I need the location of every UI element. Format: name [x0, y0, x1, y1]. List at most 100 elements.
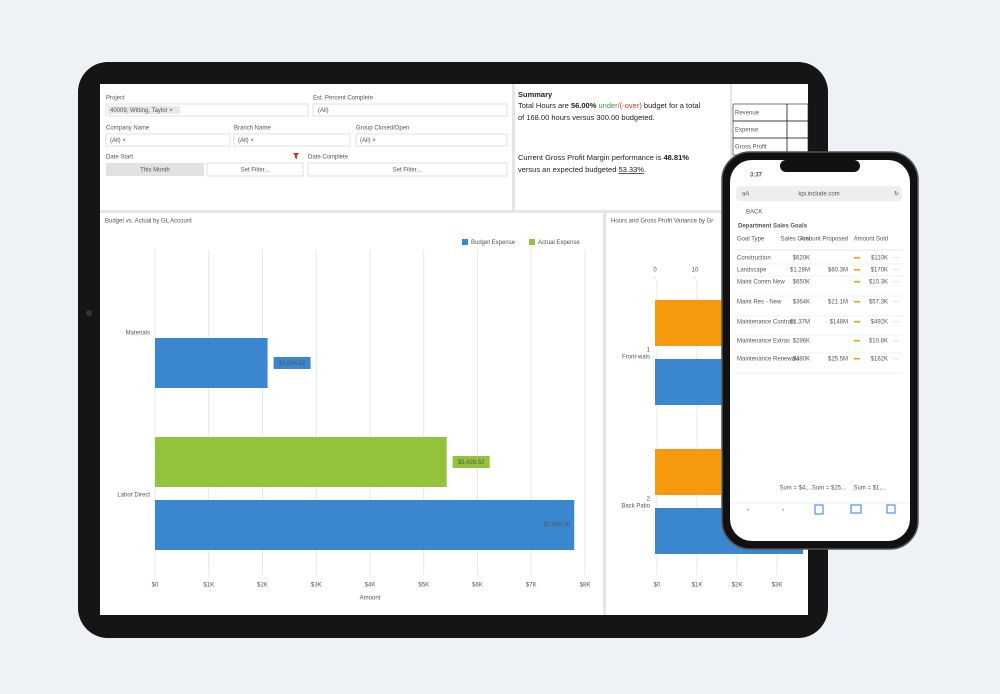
summary: Summary Total Hours are 56.00% under/(-o…	[518, 90, 701, 174]
row-menu: ···	[893, 320, 899, 326]
button-text: Set Filter...	[241, 168, 270, 174]
summary-line: Total Hours are 56.00% under/(-over) bud…	[518, 101, 701, 110]
x-tick-label: $2K	[257, 583, 268, 589]
x-tick-label: 0	[653, 268, 657, 274]
row-menu: ···	[893, 268, 899, 274]
filter-label: Est. Percent Complete	[313, 96, 374, 102]
table-cell: $1.37M	[790, 320, 810, 326]
legend-swatch	[529, 239, 535, 245]
est-select[interactable]	[312, 103, 508, 117]
table-cell: $60.3M	[828, 268, 848, 274]
chart-title: Budget vs. Actual by GL Account	[105, 219, 192, 225]
this-month-button[interactable]	[106, 163, 204, 176]
column-sum: Sum = $4,...	[779, 486, 812, 492]
button-text: Set Filter...	[393, 168, 422, 174]
table-cell: $21.1M	[828, 300, 848, 306]
row-menu: ···	[893, 256, 899, 262]
back-link[interactable]: BACK	[746, 210, 762, 216]
filter-label: Date Start	[106, 155, 133, 161]
toolbar-share[interactable]	[814, 504, 824, 515]
x-tick-label: 10	[692, 268, 699, 274]
toolbar-bookmarks[interactable]	[850, 504, 862, 514]
bar	[155, 338, 268, 388]
bar	[655, 449, 721, 495]
x2-tick-label: $3K	[772, 583, 783, 589]
summary-line: of 168.00 hours versus 300.00 budgeted.	[518, 113, 655, 122]
x2-tick-label: $2K	[732, 583, 743, 589]
table-cell: $650K	[793, 280, 810, 286]
table-cell: $364K	[793, 300, 810, 306]
table-label: Gross Profit	[735, 145, 767, 151]
text: budget for a total	[642, 101, 701, 110]
toolbar-forward[interactable]: ›	[782, 508, 784, 514]
filter-value: (All) ×	[238, 138, 254, 144]
table-header: Sales Goal	[781, 237, 810, 243]
table-header: Amount Sold	[854, 237, 888, 243]
filter-value: (All) ×	[360, 138, 376, 144]
set-filter-button[interactable]	[307, 162, 508, 177]
text: Current Gross Profit Margin performance …	[518, 153, 663, 162]
table-cell: $10.3K	[869, 280, 888, 286]
table-header: Goal Type	[737, 237, 765, 243]
category-label: Back Patio	[621, 504, 650, 510]
table-cell: $620K	[793, 256, 810, 262]
filter-value: 40009, Witting, Taylor ×	[110, 108, 173, 114]
table-cell: $1.28M	[790, 268, 810, 274]
text: 48.81%	[663, 153, 689, 162]
row-label: Maintenance Extras	[737, 339, 790, 345]
status-dash	[854, 358, 860, 360]
table-label: Expense	[735, 128, 759, 134]
x-tick-label: $4K	[365, 583, 376, 589]
table-cell: $25.5M	[828, 357, 848, 363]
table-title: Department Sales Goals	[738, 224, 808, 230]
row-menu: ···	[893, 300, 899, 306]
phone-content: 3:37 aA kpi.include.com ↻ BACK Departmen…	[730, 173, 910, 515]
text-size: aA	[742, 192, 749, 198]
data-label-box	[452, 456, 490, 468]
set-filter-button[interactable]	[206, 162, 304, 177]
x2-tick-label: $0	[654, 583, 661, 589]
table-cell: $480K	[793, 357, 810, 363]
x-tick-label: $6K	[472, 583, 483, 589]
legend-label: Budget Expense	[471, 240, 516, 246]
status-dash	[854, 321, 860, 323]
filters: Project 40009, Witting, Taylor × Est. Pe…	[105, 96, 508, 177]
status-dash	[854, 257, 860, 259]
x-tick-label: $5K	[418, 583, 429, 589]
x-axis-label: Amount	[360, 596, 381, 602]
filter-label: Group Closed/Open	[356, 126, 409, 132]
column-sum: Sum = $25...	[812, 486, 847, 492]
row-menu: ···	[893, 357, 899, 363]
x-tick-label: $1K	[203, 583, 214, 589]
toolbar-back[interactable]: ‹	[747, 508, 749, 514]
toolbar-tabs[interactable]	[886, 504, 896, 514]
row-label: Maint Comm New	[737, 280, 785, 286]
company-select[interactable]	[105, 133, 231, 147]
text: under	[596, 101, 618, 110]
branch-select[interactable]	[233, 133, 351, 147]
data-label: $7,800.00	[544, 523, 571, 529]
category-label: Materials	[126, 331, 150, 337]
text: 53.33%	[619, 165, 645, 174]
button-text: This Month	[140, 168, 170, 174]
row-menu: ···	[893, 280, 899, 286]
table-header: Amount Proposed	[800, 237, 848, 243]
chip	[108, 106, 180, 114]
column-sum: Sum = $1,...	[853, 486, 886, 492]
filter-value: (All) ×	[110, 138, 126, 144]
status-dash	[854, 340, 860, 342]
summary-line: Current Gross Profit Margin performance …	[518, 153, 689, 162]
summary-line: versus an expected budgeted 53.33%.	[518, 165, 646, 174]
table-cell: $57.3K	[869, 300, 888, 306]
url-bar[interactable]	[736, 186, 902, 201]
row-label: Maint Res - New	[737, 300, 782, 306]
reload: ↻	[894, 191, 899, 198]
row-label: Maintenance Contract	[737, 320, 796, 326]
table-cell: $492K	[871, 320, 888, 326]
category-number: 2	[647, 497, 651, 503]
tablet-camera	[86, 310, 92, 316]
category-number: 1	[647, 348, 651, 354]
category-label: Labor Direct	[117, 493, 150, 499]
group-select[interactable]	[355, 133, 508, 147]
